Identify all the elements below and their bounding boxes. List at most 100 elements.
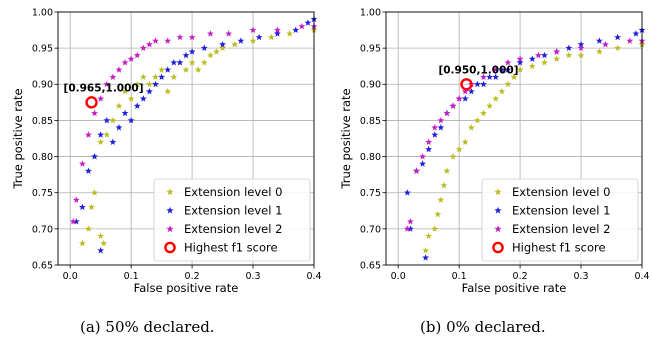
highlight-marker xyxy=(460,78,473,91)
data-point xyxy=(91,189,98,196)
data-point xyxy=(419,160,426,167)
data-point xyxy=(553,48,561,55)
data-point xyxy=(553,55,561,62)
y-axis-label: True positive rate xyxy=(11,88,25,189)
chart-panel-0: 0.0 0.1 0.2 0.3 0.4 0.65 0.70 0.75 0.80 0.85 0.90 0… xyxy=(11,7,322,295)
data-point xyxy=(274,26,281,33)
data-point xyxy=(492,73,500,80)
data-point xyxy=(461,95,469,102)
data-point xyxy=(437,116,445,124)
data-point xyxy=(213,48,220,55)
data-point xyxy=(492,95,500,102)
data-point xyxy=(109,73,117,80)
data-point xyxy=(170,59,178,66)
data-point xyxy=(72,196,80,203)
x-tick-label: 0.1 xyxy=(452,271,467,282)
y-tick-label: 0.70 xyxy=(360,224,381,235)
data-point xyxy=(595,48,603,55)
y-tick-label: 0.75 xyxy=(32,188,53,199)
data-point xyxy=(206,30,214,37)
data-point xyxy=(97,232,105,239)
data-point xyxy=(425,232,433,239)
data-point xyxy=(528,55,536,62)
legend-label: Extension level 1 xyxy=(512,204,610,218)
legend-marker xyxy=(166,188,174,196)
data-point xyxy=(480,109,487,117)
data-point xyxy=(139,95,147,102)
data-point xyxy=(133,102,141,109)
data-point xyxy=(467,87,475,95)
data-point xyxy=(534,51,542,59)
legend-marker xyxy=(494,188,502,196)
data-point xyxy=(200,59,208,66)
data-point xyxy=(425,138,433,146)
data-point xyxy=(78,203,86,211)
data-point xyxy=(267,33,275,41)
x-tick-label: 0.0 xyxy=(63,271,78,282)
data-point xyxy=(127,116,135,124)
axes-frame xyxy=(57,11,315,266)
data-point xyxy=(164,66,172,73)
data-point xyxy=(200,44,208,52)
data-point xyxy=(97,138,105,146)
legend-marker xyxy=(164,241,176,254)
data-point xyxy=(449,152,457,160)
data-point xyxy=(298,22,306,30)
data-point xyxy=(431,225,439,232)
data-point xyxy=(413,167,420,174)
chart-panel-1: 0.0 0.1 0.2 0.3 0.4 0.65 0.70 0.75 0.80 0.85 0.90 0… xyxy=(339,7,650,295)
data-point xyxy=(152,37,159,44)
legend-marker xyxy=(166,206,174,214)
data-point xyxy=(431,124,439,131)
data-point xyxy=(286,30,294,37)
data-point xyxy=(219,44,226,52)
data-point xyxy=(164,37,172,44)
y-tick-label: 0.65 xyxy=(32,260,53,271)
data-point xyxy=(152,73,159,80)
data-point xyxy=(492,66,500,73)
data-point xyxy=(486,73,494,80)
legend-label: Extension level 0 xyxy=(512,185,610,199)
data-point xyxy=(274,30,281,37)
data-point xyxy=(614,33,622,41)
data-point xyxy=(72,218,80,225)
data-point xyxy=(146,40,153,48)
data-point xyxy=(480,73,487,80)
x-tick-label: 0.3 xyxy=(245,271,260,282)
data-point xyxy=(504,59,512,66)
legend-marker xyxy=(166,225,174,233)
legend-label: Extension level 1 xyxy=(184,204,282,218)
legend-label: Extension level 2 xyxy=(184,222,282,236)
data-point xyxy=(182,51,190,59)
data-point xyxy=(176,59,184,66)
data-point xyxy=(434,210,442,218)
data-point xyxy=(498,66,506,73)
data-point xyxy=(109,138,117,146)
legend-label: Extension level 0 xyxy=(184,185,282,199)
highlight-marker xyxy=(85,96,98,109)
data-point xyxy=(304,19,312,26)
axes-frame xyxy=(385,11,643,266)
data-point xyxy=(103,131,111,138)
annotation-label: [0.965,1.000] xyxy=(64,82,144,94)
data-point xyxy=(249,26,257,33)
annotation-label: [0.950,1.000] xyxy=(438,64,518,76)
data-point xyxy=(516,59,524,66)
x-tick-label: 0.3 xyxy=(573,271,588,282)
data-point xyxy=(443,167,451,174)
y-tick-label: 0.95 xyxy=(360,44,381,55)
data-point xyxy=(188,48,196,55)
data-point xyxy=(577,44,585,52)
data-point xyxy=(85,167,92,174)
data-point xyxy=(455,95,463,102)
data-point xyxy=(577,51,585,59)
data-point xyxy=(577,40,585,48)
data-point xyxy=(182,66,190,73)
data-point xyxy=(541,59,548,66)
data-point xyxy=(528,62,536,70)
y-tick-label: 0.85 xyxy=(360,116,381,127)
data-point xyxy=(121,87,129,95)
data-point xyxy=(237,37,245,44)
data-point xyxy=(403,225,411,232)
